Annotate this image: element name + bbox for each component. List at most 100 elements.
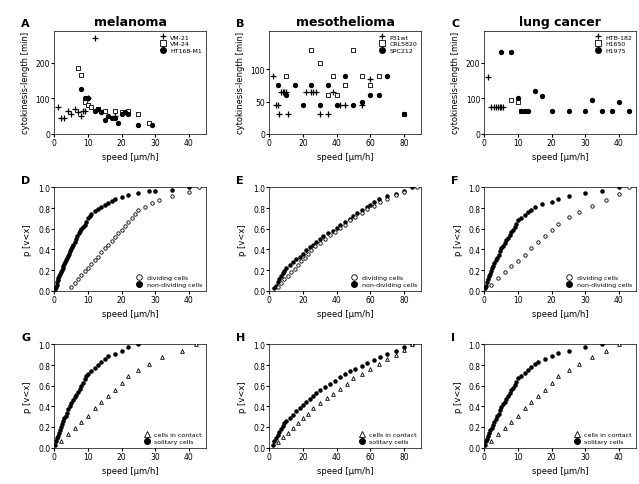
Point <box>63 252 73 260</box>
Point <box>278 434 288 441</box>
Point <box>530 88 540 96</box>
Point <box>103 352 113 360</box>
Point <box>369 198 379 206</box>
Point <box>553 196 564 203</box>
Point <box>284 261 295 269</box>
Point <box>340 82 350 90</box>
Point <box>348 213 358 221</box>
Point <box>93 362 103 369</box>
Point <box>382 73 392 80</box>
Point <box>382 355 392 363</box>
Point <box>67 244 77 252</box>
Point <box>601 347 611 355</box>
Point <box>89 35 100 43</box>
Point <box>84 213 95 221</box>
X-axis label: speed [μm/h]: speed [μm/h] <box>532 467 589 475</box>
Point <box>488 262 498 270</box>
Point <box>486 438 497 445</box>
Point <box>374 361 384 368</box>
Point <box>323 229 334 237</box>
X-axis label: speed [μm/h]: speed [μm/h] <box>532 310 589 319</box>
Point <box>501 395 511 403</box>
Point <box>59 115 70 122</box>
Point <box>340 221 350 229</box>
Point <box>320 236 330 243</box>
Point <box>279 419 289 427</box>
Point <box>508 227 518 234</box>
Point <box>527 245 537 253</box>
Point <box>301 398 311 406</box>
Point <box>564 107 574 115</box>
Point <box>513 99 523 106</box>
Point <box>273 439 283 446</box>
Point <box>79 95 89 103</box>
Point <box>100 245 110 253</box>
Point <box>496 49 506 57</box>
Legend: P31wt, CRL5820, SPC212: P31wt, CRL5820, SPC212 <box>375 34 418 54</box>
Point <box>533 358 543 366</box>
Point <box>86 260 96 268</box>
Point <box>311 89 321 96</box>
Point <box>65 403 75 410</box>
Point <box>508 384 518 392</box>
Point <box>348 375 358 382</box>
Point <box>57 420 67 428</box>
Point <box>357 363 367 370</box>
Point <box>495 407 505 414</box>
Point <box>66 111 76 119</box>
Point <box>116 347 127 355</box>
Point <box>390 191 401 199</box>
Point <box>110 115 120 122</box>
Point <box>153 197 164 204</box>
Point <box>58 265 68 272</box>
Point <box>486 104 497 112</box>
Point <box>83 265 93 272</box>
Point <box>308 89 318 96</box>
Text: I: I <box>451 333 455 343</box>
Point <box>484 273 494 281</box>
Point <box>491 104 501 112</box>
Point <box>310 243 320 251</box>
Point <box>348 102 358 109</box>
Point <box>340 371 350 378</box>
Point <box>56 438 66 445</box>
Point <box>70 280 80 288</box>
Point <box>150 187 160 195</box>
Point <box>79 268 89 275</box>
Point <box>511 378 521 386</box>
Point <box>70 106 80 113</box>
Point <box>96 204 107 212</box>
Y-axis label: p [v<x]: p [v<x] <box>24 224 33 256</box>
Point <box>107 115 117 122</box>
Point <box>365 365 375 373</box>
Point <box>486 268 497 275</box>
Point <box>573 209 583 217</box>
Point <box>597 341 607 348</box>
Point <box>83 371 93 378</box>
Point <box>357 73 367 80</box>
Point <box>520 370 530 378</box>
Point <box>269 284 279 292</box>
Point <box>564 366 574 374</box>
Point <box>86 211 96 219</box>
Point <box>134 366 144 374</box>
Point <box>66 246 76 254</box>
Point <box>134 207 144 214</box>
Point <box>486 281 497 289</box>
Point <box>184 184 194 192</box>
Point <box>495 104 505 112</box>
Point <box>345 367 355 375</box>
Point <box>293 261 303 269</box>
Point <box>492 412 502 420</box>
Point <box>527 363 537 371</box>
Point <box>511 220 521 228</box>
Point <box>523 209 533 217</box>
Point <box>498 243 508 251</box>
X-axis label: speed [μm/h]: speed [μm/h] <box>102 310 158 319</box>
Point <box>73 388 83 396</box>
Point <box>281 73 291 80</box>
Point <box>498 401 508 408</box>
Point <box>506 262 516 270</box>
Point <box>503 235 513 242</box>
Point <box>123 373 134 380</box>
